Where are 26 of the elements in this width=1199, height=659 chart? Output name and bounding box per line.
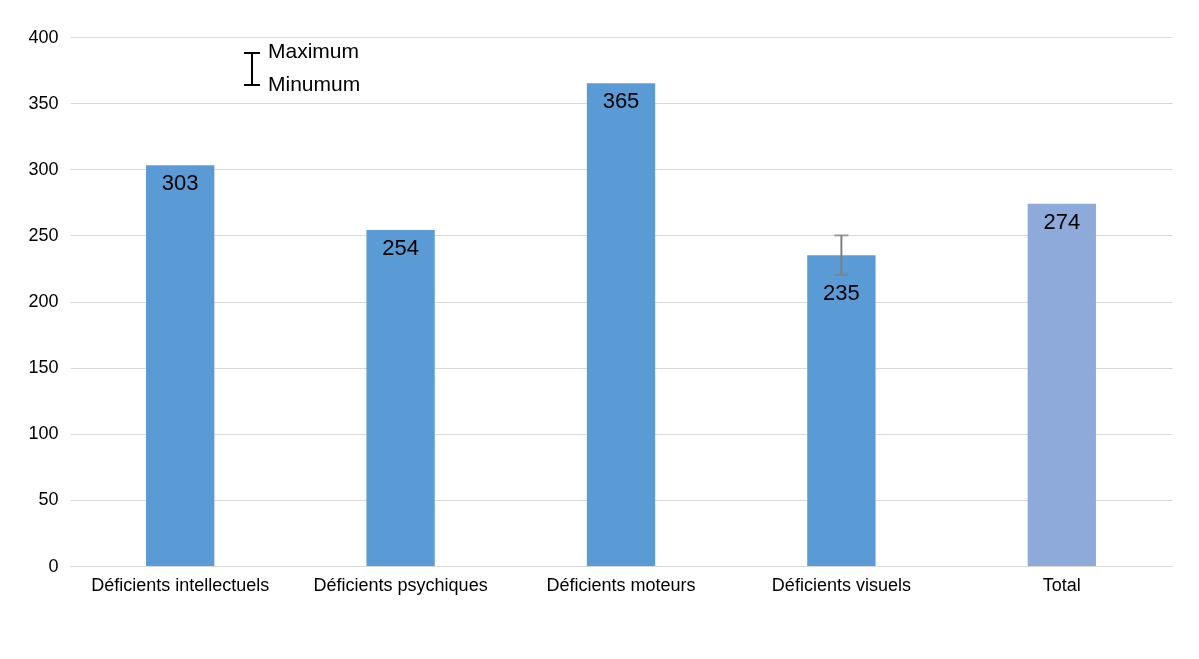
x-tick-label: Déficients moteurs — [546, 574, 696, 595]
y-tick-label: 200 — [28, 291, 59, 311]
y-tick-label: 350 — [28, 92, 59, 113]
bar — [146, 165, 215, 566]
x-tick-label: Déficients visuels — [771, 574, 911, 595]
y-tick-label: 50 — [38, 489, 59, 510]
bar — [586, 83, 656, 566]
annotation: Minumum — [268, 72, 361, 95]
x-tick-label: Déficients psychiques — [313, 574, 488, 595]
annotation: Maximum — [268, 39, 360, 62]
data-label: 365 — [602, 88, 640, 114]
y-tick-label: 150 — [28, 357, 59, 378]
y-tick-label: 0 — [48, 555, 59, 576]
x-tick-label: Déficients intellectuels — [91, 574, 270, 595]
x-tick-label: Total — [1042, 574, 1081, 595]
data-label: 303 — [161, 170, 199, 196]
y-tick-label: 400 — [28, 26, 59, 47]
y-tick-label: 100 — [28, 423, 59, 444]
y-tick-label: 300 — [28, 158, 59, 179]
data-label: 235 — [823, 280, 860, 306]
bar — [366, 230, 435, 566]
bar — [807, 255, 876, 566]
bar — [1027, 203, 1096, 566]
data-label: 274 — [1043, 208, 1081, 234]
data-label: 254 — [382, 235, 419, 261]
y-tick-label: 250 — [28, 224, 59, 245]
